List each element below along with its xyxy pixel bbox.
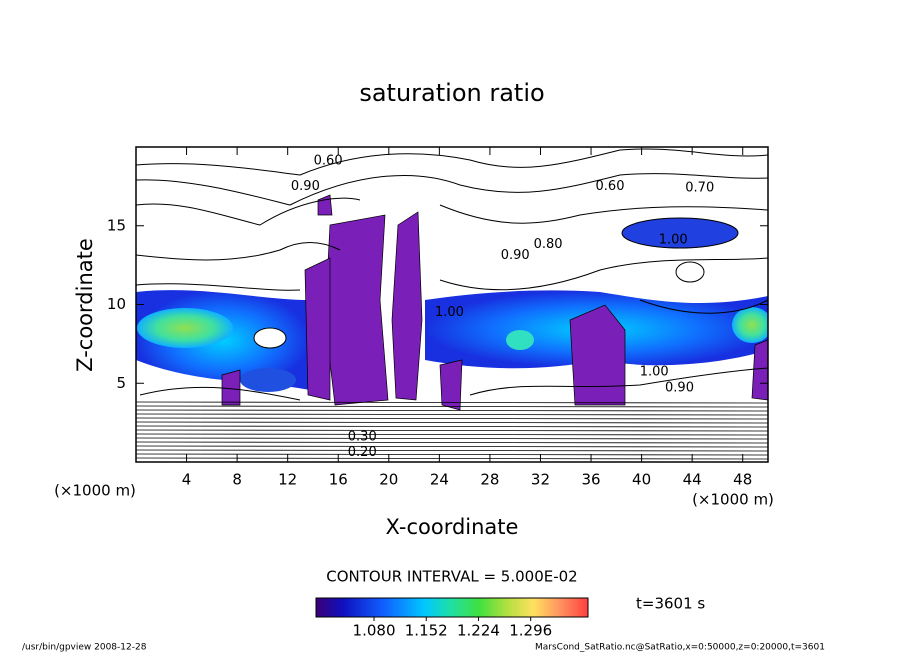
chart-title: saturation ratio: [359, 79, 544, 107]
time-label: t=3601 s: [636, 595, 705, 613]
x-tick-label: 28: [480, 471, 499, 489]
x-tick-label: 48: [733, 471, 752, 489]
x-axis-label: X-coordinate: [386, 515, 519, 539]
contour-line: [136, 445, 768, 448]
contour-label: 0.90: [291, 179, 320, 194]
x-tick-label: 36: [581, 471, 600, 489]
x-axis-unit: (×1000 m): [692, 491, 774, 509]
x-tick-label: 44: [683, 471, 702, 489]
contour-line: [136, 401, 768, 404]
contour-label: 0.90: [501, 248, 530, 263]
contour-line: [136, 425, 768, 428]
x-tick-label: 40: [632, 471, 651, 489]
x-tick-label: 24: [430, 471, 449, 489]
y-axis-label: Z-coordinate: [73, 238, 97, 372]
y-tick-label: 10: [107, 295, 126, 313]
x-tick-label: 12: [278, 471, 297, 489]
contour-label: 1.00: [659, 232, 688, 247]
colorbar-tick-label: 1.152: [405, 622, 448, 640]
contour-line: [136, 429, 768, 432]
footer-left: /usr/bin/gpview 2008-12-28: [22, 643, 147, 653]
y-tick-label: 5: [116, 374, 126, 392]
x-tick-label: 16: [329, 471, 348, 489]
contour-line: [136, 409, 768, 412]
contour-line: [136, 417, 768, 420]
contour-label: 0.80: [534, 237, 563, 252]
contour-line: [136, 433, 768, 436]
contour-label: 0.60: [314, 154, 343, 169]
y-axis-unit: (×1000 m): [54, 482, 136, 500]
y-tick-label: 15: [107, 216, 126, 234]
contour-line: [136, 421, 768, 424]
contour-label: 0.60: [596, 179, 625, 194]
contour-line: [136, 449, 768, 452]
contour-line: [136, 437, 768, 440]
footer-right: MarsCond_SatRatio.nc@SatRatio,x=0:50000,…: [535, 643, 825, 653]
field: [136, 148, 768, 460]
colorbar-tick-label: 1.224: [457, 622, 500, 640]
contour-line: [136, 441, 768, 444]
x-tick-label: 32: [531, 471, 550, 489]
contour-line: [136, 457, 768, 460]
contour-label: 1.00: [640, 365, 669, 380]
colorbar-tick-label: 1.080: [353, 622, 396, 640]
contour-label: 0.30: [348, 429, 377, 444]
x-tick-label: 8: [232, 471, 242, 489]
contour-interval: CONTOUR INTERVAL = 5.000E-02: [326, 568, 577, 586]
colorbar-tick-label: 1.296: [509, 622, 552, 640]
contour-line: [136, 413, 768, 416]
contour-label: 1.00: [435, 305, 464, 320]
x-tick-label: 4: [182, 471, 192, 489]
colorbar: [315, 597, 589, 618]
x-tick-label: 20: [379, 471, 398, 489]
contour-line: [136, 453, 768, 456]
contour-line: [136, 405, 768, 408]
contour-label: 0.70: [685, 180, 714, 195]
contour-label: 0.20: [348, 445, 377, 460]
contour-label: 0.90: [665, 380, 694, 395]
